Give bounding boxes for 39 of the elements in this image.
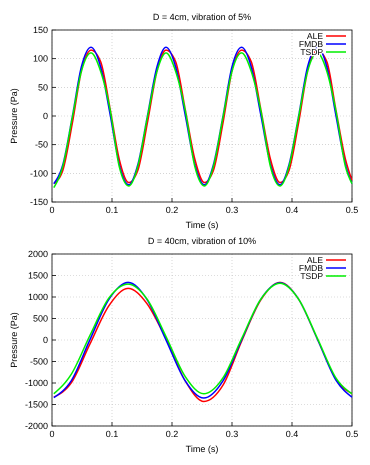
y-tick-label: 1500 (28, 270, 48, 280)
y-tick-label: 150 (32, 25, 48, 35)
x-axis-title: Time (s) (186, 220, 218, 230)
y-axis-title: Pressure (Pa) (9, 88, 19, 144)
y-axis-title: Pressure (Pa) (9, 312, 19, 368)
x-tick-label: 0.2 (166, 429, 178, 439)
legend-label: TSDP (300, 271, 324, 281)
y-tick-label: 500 (32, 314, 48, 324)
x-tick-label: 0.4 (286, 205, 298, 215)
legend-label: FMDB (298, 263, 324, 273)
y-tick-label: 2000 (28, 249, 48, 259)
x-axis-title: Time (s) (186, 444, 218, 454)
x-tick-label: 0.1 (106, 429, 118, 439)
y-tick-label: -50 (34, 140, 48, 150)
y-tick-label: 0 (42, 111, 48, 121)
y-tick-label: -100 (30, 168, 48, 178)
y-tick-label: 50 (38, 82, 48, 92)
y-tick-label: 0 (42, 335, 48, 345)
y-tick-label: -2000 (24, 421, 48, 431)
legend-label: FMDB (298, 39, 324, 49)
y-tick-label: -500 (30, 356, 48, 366)
x-tick-label: 0 (49, 429, 55, 439)
x-tick-label: 0.1 (106, 205, 118, 215)
chart-title: D = 4cm, vibration of 5% (152, 12, 252, 22)
chart-title: D = 40cm, vibration of 10% (148, 236, 256, 246)
y-tick-label: -1000 (24, 378, 48, 388)
y-tick-label: 1000 (28, 292, 48, 302)
legend-label: ALE (306, 255, 324, 265)
y-tick-label: -150 (30, 197, 48, 207)
x-tick-label: 0.5 (346, 429, 358, 439)
x-tick-label: 0.3 (226, 205, 238, 215)
x-tick-label: 0.3 (226, 429, 238, 439)
x-tick-label: 0.5 (346, 205, 358, 215)
x-tick-label: 0.4 (286, 429, 298, 439)
y-tick-label: -1500 (24, 400, 48, 410)
x-tick-label: 0.2 (166, 205, 178, 215)
legend-label: ALE (306, 31, 324, 41)
y-tick-label: 100 (32, 54, 48, 64)
x-tick-label: 0 (49, 205, 55, 215)
